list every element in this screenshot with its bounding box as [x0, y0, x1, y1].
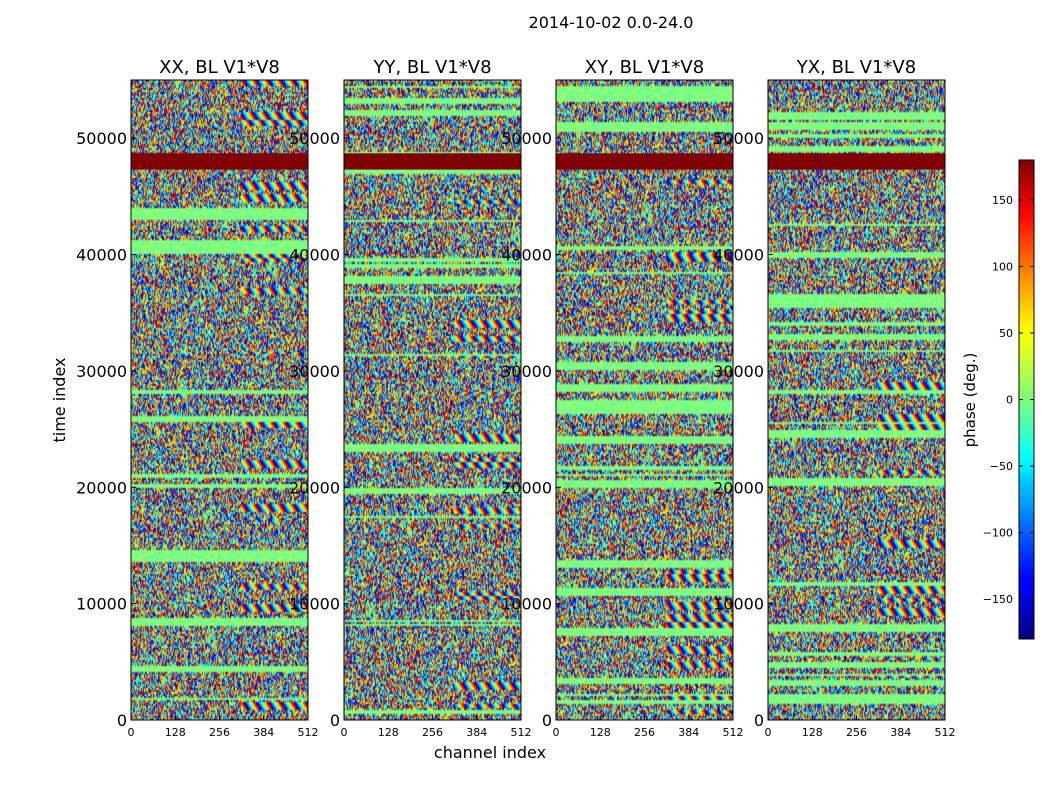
- y-tick-label: 40000: [713, 246, 764, 265]
- panel-3: XY, BL V1*V8 0 128 256 384 512 0 10000 20000 3000…: [501, 57, 743, 739]
- x-tick-label: 128: [590, 726, 611, 739]
- y-tick-label: 20000: [713, 478, 764, 497]
- y-tick-label: 10000: [713, 595, 764, 614]
- x-tick-label: 0: [765, 726, 772, 739]
- colorbar-tick-label: −100: [983, 527, 1013, 540]
- x-tick-label: 512: [298, 726, 319, 739]
- x-tick-label: 128: [802, 726, 823, 739]
- colorbar-tick-label: 50: [999, 327, 1013, 340]
- y-tick-label: 30000: [76, 362, 127, 381]
- panel-title-1: XX, BL V1*V8: [159, 57, 280, 78]
- x-tick-label: 0: [341, 726, 348, 739]
- panel-title-4: YX, BL V1*V8: [796, 57, 916, 78]
- x-tick-label: 384: [253, 726, 274, 739]
- y-tick-label: 10000: [501, 595, 552, 614]
- x-tick-label: 512: [723, 726, 744, 739]
- y-tick-label: 30000: [289, 362, 340, 381]
- y-tick-label: 40000: [501, 246, 552, 265]
- colorbar-tick-label: 100: [992, 260, 1013, 273]
- y-tick-label: 20000: [76, 478, 127, 497]
- x-tick-label: 256: [422, 726, 443, 739]
- flagged-band-1-1: [131, 153, 308, 170]
- y-tick-label: 0: [542, 711, 552, 730]
- colorbar-tick-label: 0: [1006, 394, 1013, 407]
- y-tick-label: 0: [330, 711, 340, 730]
- x-tick-label: 256: [634, 726, 655, 739]
- panel-4: YX, BL V1*V8 0 128 256 384 512 0 10000 20000 3000…: [713, 57, 955, 739]
- figure-title: 2014-10-02 0.0-24.0: [529, 13, 694, 32]
- flagged-band-2-1: [344, 153, 521, 170]
- panel-1: XX, BL V1*V8 0 128 256 384 512 0 10000 20000 3000…: [76, 57, 318, 739]
- y-tick-label: 40000: [289, 246, 340, 265]
- phase-heatmap-2: [344, 80, 521, 720]
- x-tick-label: 384: [890, 726, 911, 739]
- colorbar-tick-label: −150: [983, 593, 1013, 606]
- x-tick-label: 512: [511, 726, 532, 739]
- y-tick-label: 50000: [501, 129, 552, 148]
- x-tick-label: 512: [935, 726, 956, 739]
- y-tick-label: 0: [117, 711, 127, 730]
- colorbar-label: phase (deg.): [961, 353, 979, 448]
- y-tick-label: 10000: [289, 595, 340, 614]
- x-tick-label: 384: [678, 726, 699, 739]
- x-tick-label: 0: [553, 726, 560, 739]
- y-tick-label: 10000: [76, 595, 127, 614]
- y-tick-label: 0: [754, 711, 764, 730]
- colorbar-tick-label: 150: [992, 194, 1013, 207]
- colorbar: −150 −100 −50 0 50 100 150 phase (deg.): [961, 159, 1035, 640]
- y-axis-label: time index: [50, 357, 69, 442]
- flagged-band-4-1: [768, 153, 945, 170]
- x-tick-label: 384: [466, 726, 487, 739]
- y-tick-label: 20000: [289, 478, 340, 497]
- y-tick-label: 50000: [289, 129, 340, 148]
- x-tick-label: 256: [846, 726, 867, 739]
- phase-heatmap-3: [556, 80, 733, 720]
- y-tick-label: 40000: [76, 246, 127, 265]
- panel-title-2: YY, BL V1*V8: [372, 57, 491, 78]
- x-tick-label: 0: [128, 726, 135, 739]
- y-tick-label: 30000: [713, 362, 764, 381]
- x-axis-label: channel index: [434, 743, 546, 762]
- y-tick-label: 20000: [501, 478, 552, 497]
- x-tick-label: 128: [165, 726, 186, 739]
- x-tick-label: 256: [209, 726, 230, 739]
- x-tick-label: 128: [378, 726, 399, 739]
- panel-2: YY, BL V1*V8 0 128 256 384 512 0 10000 20000 3000…: [289, 57, 531, 739]
- y-tick-label: 50000: [76, 129, 127, 148]
- y-tick-label: 50000: [713, 129, 764, 148]
- flagged-band-3-1: [556, 153, 733, 170]
- phase-heatmap-1: [131, 80, 308, 720]
- colorbar-tick-label: −50: [990, 460, 1013, 473]
- phase-heatmap-4: [768, 80, 945, 720]
- y-tick-label: 30000: [501, 362, 552, 381]
- panel-title-3: XY, BL V1*V8: [585, 57, 704, 78]
